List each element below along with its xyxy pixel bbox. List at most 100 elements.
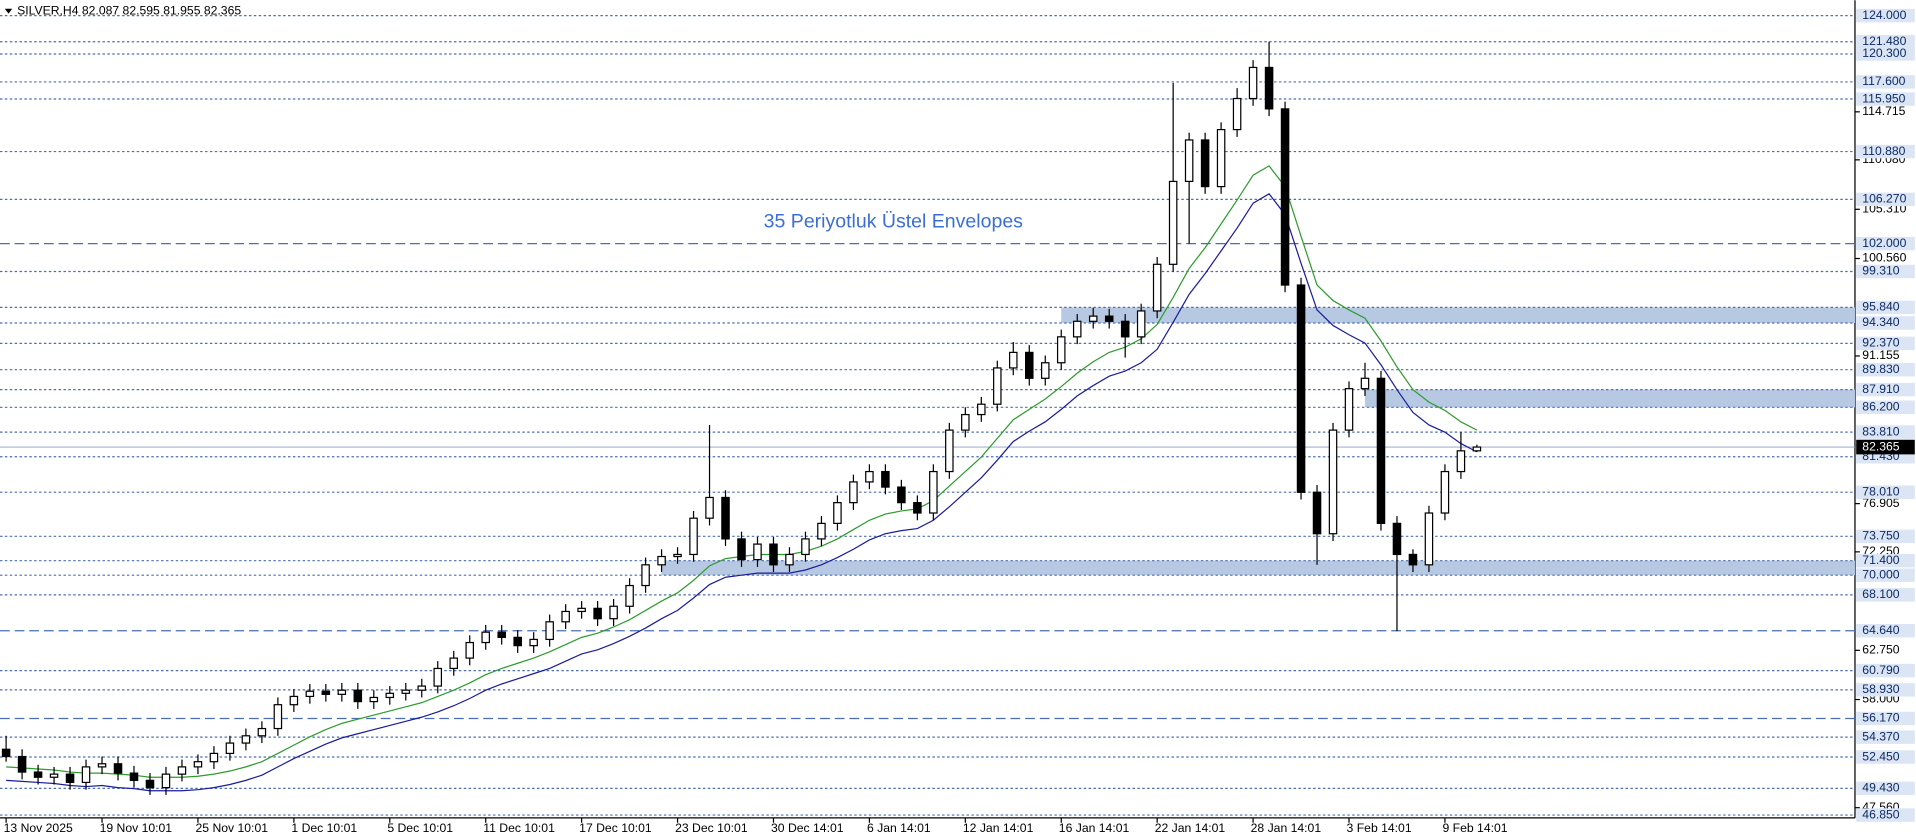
candle-body <box>1120 320 1130 338</box>
level-label-box <box>1856 750 1915 764</box>
candle-body <box>1248 66 1258 100</box>
level-label-box <box>1856 316 1915 330</box>
level-label-box <box>1856 624 1915 638</box>
candle-body <box>1009 351 1018 369</box>
level-label: 106.270 <box>1862 192 1906 206</box>
candle-body <box>1296 284 1306 493</box>
level-label-box <box>1856 808 1915 822</box>
level-label-box <box>1856 144 1915 159</box>
level-label: 121.480 <box>1862 34 1906 48</box>
annotation: 35 Periyotluk Üstel Envelopes <box>764 210 1024 232</box>
candle-body <box>625 584 634 607</box>
level-label: 124.000 <box>1862 8 1906 22</box>
y-tick-label: 100.560 <box>1862 251 1906 265</box>
candle-body <box>385 692 395 699</box>
level-label-box <box>1856 781 1915 796</box>
candle-body <box>353 689 363 703</box>
level-label-box <box>1856 300 1915 315</box>
candle-body <box>1104 315 1114 322</box>
candle-body <box>1152 263 1162 312</box>
candle-body <box>1392 522 1402 556</box>
candle-body <box>833 502 842 524</box>
level-label-box <box>1856 236 1915 251</box>
zone <box>1364 389 1855 408</box>
candle-body <box>17 755 27 773</box>
candle-body <box>1024 351 1034 379</box>
level-label: 86.200 <box>1862 400 1899 414</box>
x-tick-label: 22 Jan 14:01 <box>1155 821 1226 835</box>
candle-body <box>801 538 810 556</box>
candle-body <box>657 555 666 566</box>
level-label: 117.600 <box>1862 74 1905 88</box>
level-label: 56.170 <box>1862 711 1899 725</box>
level-label-box <box>1856 425 1915 439</box>
candle-body <box>481 631 490 644</box>
level-label: 78.010 <box>1862 484 1899 498</box>
candle-body <box>593 607 602 620</box>
candle-body <box>577 607 586 613</box>
level-label: 49.430 <box>1862 781 1899 795</box>
candle-body <box>1264 66 1274 110</box>
candle-body <box>561 610 570 623</box>
level-label: 92.370 <box>1862 336 1899 350</box>
candle-body <box>1472 446 1482 452</box>
last-price-box <box>1856 439 1915 455</box>
candle-body <box>177 766 187 775</box>
candle-body <box>961 413 970 431</box>
menu-triangle[interactable] <box>4 8 13 14</box>
level-label: 52.450 <box>1862 749 1899 763</box>
candle-body <box>465 641 474 659</box>
level-label-box <box>1856 8 1915 23</box>
candle-body <box>209 752 219 763</box>
y-tick-label: 114.715 <box>1862 104 1905 118</box>
level-label: 120.300 <box>1862 46 1906 60</box>
level-label-box <box>1856 553 1915 568</box>
level-label: 95.840 <box>1862 300 1899 314</box>
level-label-box <box>1856 529 1915 544</box>
candle-body <box>33 771 43 778</box>
x-tick-label: 19 Nov 10:01 <box>100 821 173 835</box>
x-tick-label: 30 Dec 14:01 <box>771 821 844 835</box>
candle-body <box>1424 512 1434 566</box>
candle-body <box>273 704 283 730</box>
candle-body <box>1408 553 1418 566</box>
x-tick-label: 9 Feb 14:01 <box>1442 821 1507 835</box>
level-label: 71.400 <box>1862 553 1899 567</box>
candle-body <box>769 543 778 566</box>
candle-body <box>129 772 139 781</box>
level-label: 94.340 <box>1862 315 1899 329</box>
candle-body <box>641 564 650 587</box>
x-tick-label: 25 Nov 10:01 <box>196 821 269 835</box>
candle-body <box>945 429 954 473</box>
level-label: 60.790 <box>1862 663 1899 677</box>
candle-body <box>1360 377 1370 390</box>
y-tick-label: 62.750 <box>1862 643 1899 657</box>
candle-body <box>497 631 506 638</box>
candle-body <box>1184 139 1194 183</box>
candle-body <box>977 403 986 416</box>
candle-body <box>817 522 826 540</box>
level-label-box <box>1856 485 1915 499</box>
candle-body <box>257 727 267 737</box>
x-tick-label: 3 Feb 14:01 <box>1347 821 1412 835</box>
x-tick-label: 1 Dec 10:01 <box>291 821 357 835</box>
level-label: 87.910 <box>1862 382 1899 396</box>
candle-body <box>401 689 411 694</box>
candle-body <box>1376 377 1386 524</box>
candle-body <box>1136 310 1146 338</box>
candle-body <box>705 496 714 519</box>
candle-body <box>1200 139 1210 188</box>
level-label-box <box>1856 568 1915 582</box>
y-tick-label: 91.155 <box>1862 348 1899 362</box>
candle-body <box>1344 388 1354 431</box>
candle-body <box>1088 315 1098 322</box>
level-label-box <box>1856 264 1915 279</box>
x-tick-label: 28 Jan 14:01 <box>1251 821 1322 835</box>
level-label-box <box>1856 362 1915 377</box>
level-label: 46.850 <box>1862 807 1899 821</box>
x-tick-label: 17 Dec 10:01 <box>579 821 652 835</box>
level-label-box <box>1856 336 1915 351</box>
level-label: 83.810 <box>1862 424 1899 438</box>
candle-body <box>49 773 59 778</box>
